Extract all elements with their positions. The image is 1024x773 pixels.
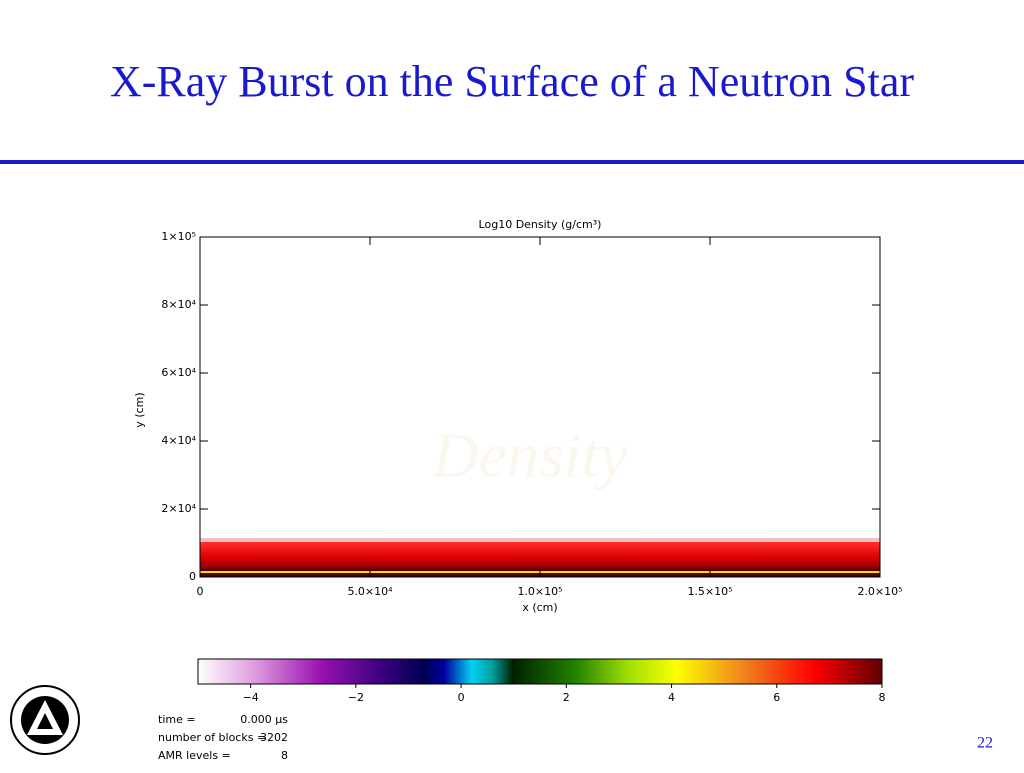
divider bbox=[0, 160, 1024, 164]
info-block: time = 0.000 μs number of blocks =3202 AMR … bbox=[158, 713, 288, 762]
colorbar-tick-label: 2 bbox=[563, 691, 570, 704]
x-tick-label: 0 bbox=[197, 585, 204, 598]
x-tick-label: 2.0×10⁵ bbox=[857, 585, 902, 598]
colorbar-tick-label: −2 bbox=[348, 691, 364, 704]
y-tick-label: 1×10⁵ bbox=[161, 230, 196, 243]
page-number: 22 bbox=[977, 735, 993, 752]
plot-title: Log10 Density (g/cm³) bbox=[479, 218, 602, 231]
colorbar-tick-label: 0 bbox=[458, 691, 465, 704]
slide-title: X-Ray Burst on the Surface of a Neutron … bbox=[110, 57, 914, 106]
watermark: Density bbox=[431, 420, 628, 491]
x-tick-label: 1.0×10⁵ bbox=[517, 585, 562, 598]
x-label: x (cm) bbox=[522, 601, 557, 614]
y-tick-label: 6×10⁴ bbox=[161, 366, 196, 379]
x-tick-label: 5.0×10⁴ bbox=[347, 585, 393, 598]
y-label: y (cm) bbox=[133, 392, 146, 427]
colorbar bbox=[197, 658, 883, 685]
y-tick-label: 2×10⁴ bbox=[161, 502, 196, 515]
info-key: AMR levels = bbox=[158, 749, 231, 762]
colorbar-tick-label: 6 bbox=[773, 691, 780, 704]
info-value: 3202 bbox=[260, 731, 288, 744]
colorbar-tick-label: −4 bbox=[243, 691, 259, 704]
colorbar-tick-label: 8 bbox=[879, 691, 886, 704]
plot-frame bbox=[199, 236, 881, 578]
info-key: time = bbox=[158, 713, 196, 726]
info-value: 8 bbox=[281, 749, 288, 762]
x-tick-label: 1.5×10⁵ bbox=[687, 585, 732, 598]
argonne-logo bbox=[10, 685, 80, 755]
info-value: 0.000 μs bbox=[240, 713, 288, 726]
axes bbox=[199, 236, 883, 688]
info-key: number of blocks = bbox=[158, 731, 266, 744]
y-tick-label: 8×10⁴ bbox=[161, 298, 196, 311]
colorbar-tick-label: 4 bbox=[668, 691, 675, 704]
y-tick-label: 4×10⁴ bbox=[161, 434, 196, 447]
y-tick-label: 0 bbox=[189, 570, 196, 583]
